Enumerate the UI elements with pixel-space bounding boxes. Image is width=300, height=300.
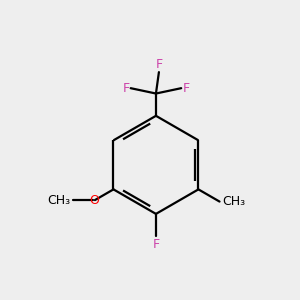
Text: CH₃: CH₃ [47,194,70,207]
Text: F: F [152,238,160,251]
Text: F: F [182,82,190,95]
Text: CH₃: CH₃ [222,195,245,208]
Text: O: O [89,194,99,207]
Text: F: F [122,82,130,95]
Text: F: F [155,58,163,71]
